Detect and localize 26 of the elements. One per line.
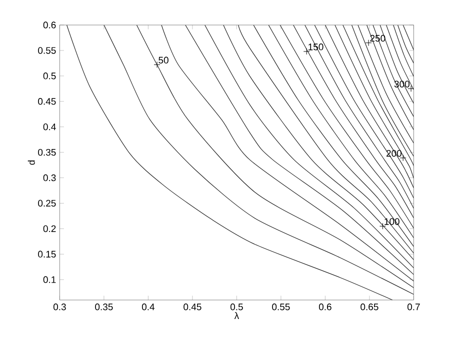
y-tick-label: 0.1 [43,276,56,283]
y-tick-label: 0.6 [43,22,56,28]
x-tick-label: 0.6 [318,304,332,310]
y-tick-label: 0.15 [38,250,56,258]
y-tick-label: 0.2 [43,225,56,232]
x-tick-label: 0.4 [142,304,155,310]
y-tick-label: 0.5 [43,72,56,80]
x-tick-label: 0.3 [53,304,66,310]
annotation: 50 [158,56,168,64]
y-tick-label: 0.4 [43,123,56,130]
line-series [342,25,414,168]
line-series [324,25,414,188]
line-series [334,25,414,179]
x-tick-label: 0.45 [184,304,202,310]
y-axis-title: d [28,160,35,165]
x-tick-label: 0.7 [407,304,420,310]
x-tick-label: 0.5 [230,304,243,310]
y-tick-label: 0.35 [38,148,56,156]
x-tick-label: 0.65 [360,304,378,310]
y-tick-label: 0.25 [38,200,56,207]
y-tick-label: 0.55 [38,47,56,54]
y-tick-label: 0.45 [38,98,56,105]
x-tick-label: 0.55 [272,304,290,310]
x-axis-title: λ [234,312,239,319]
y-tick-label: 0.3 [43,174,56,182]
x-tick-label: 0.35 [95,304,113,310]
